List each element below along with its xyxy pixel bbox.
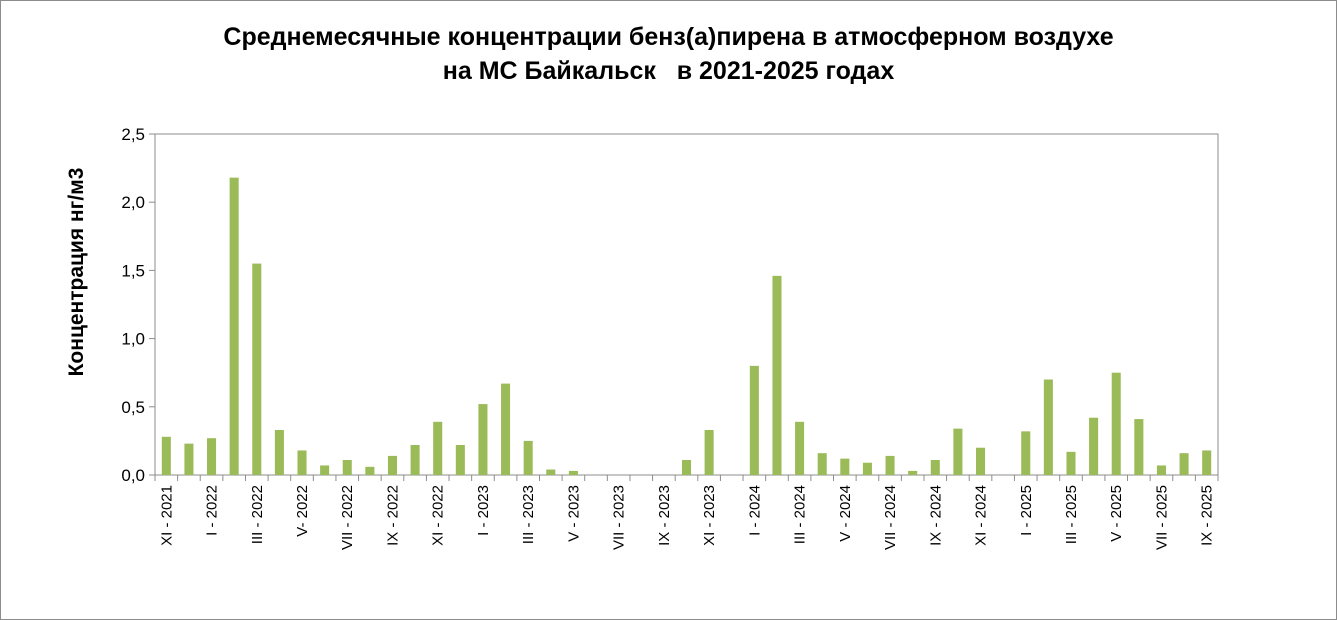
x-tick-label: VII - 2025 — [1154, 485, 1171, 550]
plot-area-border — [154, 133, 1219, 476]
bar — [772, 275, 782, 475]
x-tick-label: III - 2023 — [520, 485, 537, 544]
bar — [1089, 417, 1099, 475]
bar — [1156, 465, 1166, 475]
x-tick-label: IX - 2025 — [1199, 485, 1216, 546]
bar — [953, 428, 963, 475]
chart-title-line-2: на МС Байкальск в 2021-2025 годах — [442, 57, 895, 85]
bar — [1202, 450, 1212, 475]
y-tick-label: 0,5 — [121, 398, 145, 417]
chart-title: Среднемесячные концентрации бенз(а)пирен… — [0, 20, 1337, 88]
bar — [704, 429, 714, 475]
bar — [410, 444, 420, 475]
x-tick-label: III - 2022 — [249, 485, 266, 544]
bar — [885, 455, 895, 475]
bar — [1021, 431, 1031, 475]
x-tick-label: I - 2023 — [475, 485, 492, 536]
bar — [795, 421, 805, 475]
bar — [1066, 451, 1076, 475]
bar — [207, 438, 217, 475]
bar — [229, 177, 239, 475]
bar — [817, 453, 827, 475]
x-tick-label: XI - 2024 — [973, 485, 990, 546]
x-tick-label: III - 2025 — [1063, 485, 1080, 544]
x-tick-label: XI - 2022 — [430, 485, 447, 546]
bar — [975, 447, 986, 475]
bar — [568, 470, 578, 475]
bar — [523, 440, 533, 475]
bar — [501, 383, 511, 475]
y-tick-label: 1,5 — [121, 261, 145, 280]
x-tick-label: V - 2024 — [837, 485, 854, 542]
bar — [274, 429, 284, 475]
x-tick-label: VII - 2023 — [611, 485, 628, 550]
x-tick-label: V - 2025 — [1108, 485, 1125, 542]
x-tick-label: I - 2025 — [1018, 485, 1035, 536]
bar — [184, 443, 194, 475]
bar — [161, 436, 171, 475]
bar — [908, 470, 918, 475]
y-tick-label: 1,0 — [121, 330, 145, 349]
x-tick-label: V- 2022 — [294, 485, 311, 537]
x-tick-label: IX - 2023 — [656, 485, 673, 546]
bar — [478, 404, 488, 475]
bar — [1111, 372, 1121, 475]
plot-area — [154, 133, 1219, 476]
y-tick-label: 2,5 — [121, 125, 145, 144]
bar — [433, 421, 443, 475]
x-axis-ticks: XI - 2021 I - 2022 III - 2022 V- 2022 VII - … — [154, 475, 1219, 550]
bar — [840, 458, 850, 475]
chart-title-line-1: Среднемесячные концентрации бенз(а)пирен… — [223, 23, 1114, 51]
x-tick-label: III - 2024 — [792, 485, 809, 544]
x-tick-label: IX - 2022 — [385, 485, 402, 546]
x-tick-label: XI - 2021 — [158, 485, 175, 546]
bar — [342, 459, 352, 475]
bar — [297, 450, 307, 475]
bar — [365, 466, 375, 475]
x-tick-label: I - 2024 — [746, 485, 763, 536]
bar — [749, 365, 759, 475]
y-tick-label: 0,0 — [121, 466, 145, 485]
bar — [1043, 379, 1053, 475]
y-axis-ticks: 0,0 0,5 1,0 1,5 2,0 2,5 — [121, 125, 155, 485]
x-tick-label: IX - 2024 — [927, 485, 944, 546]
bar — [681, 459, 692, 475]
x-tick-label: VII - 2022 — [339, 485, 356, 550]
bar — [387, 455, 398, 475]
bars — [161, 177, 1212, 475]
x-tick-label: VII - 2024 — [882, 485, 899, 550]
bar — [862, 462, 872, 475]
bar — [320, 465, 330, 475]
bar — [455, 444, 465, 475]
x-tick-label: I - 2022 — [204, 485, 221, 536]
bar — [1179, 453, 1189, 475]
y-axis-label: Концентрация нг/м3 — [65, 168, 88, 377]
x-tick-label: XI - 2023 — [701, 485, 718, 546]
bar — [930, 459, 940, 475]
x-tick-label: V - 2023 — [565, 485, 582, 542]
bar — [546, 469, 556, 475]
bar — [1134, 419, 1144, 475]
y-tick-label: 2,0 — [121, 193, 145, 212]
bar — [252, 263, 262, 475]
